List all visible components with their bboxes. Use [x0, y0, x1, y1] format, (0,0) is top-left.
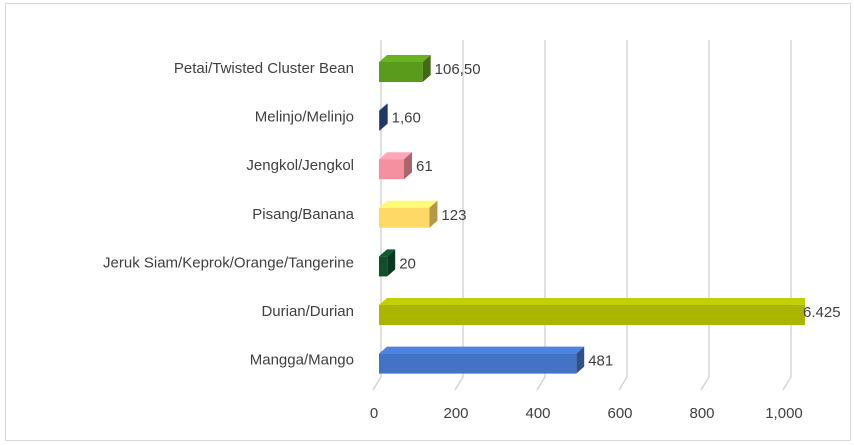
- grid-line: [700, 40, 710, 391]
- bar-top: [379, 103, 388, 111]
- y-tick-label: Pisang/Banana: [252, 206, 354, 223]
- bar: [379, 249, 396, 277]
- grid-line: [372, 40, 382, 391]
- y-tick-label: Mangga/Mango: [250, 352, 354, 369]
- value-label: 123: [441, 207, 466, 224]
- bars: [379, 55, 805, 374]
- bar: [379, 298, 805, 325]
- grid-line: [454, 40, 464, 391]
- bar-top: [379, 298, 805, 305]
- chart-border: [5, 3, 851, 441]
- x-tick-label: 0: [370, 405, 378, 422]
- bar-front: [379, 256, 388, 277]
- bar: [379, 55, 431, 82]
- bar-side: [422, 55, 431, 82]
- grid-line: [536, 40, 546, 391]
- value-label: 20: [399, 255, 416, 272]
- x-tick-label: 200: [443, 405, 468, 422]
- bar: [379, 152, 413, 180]
- y-tick-label: Jeruk Siam/Keprok/Orange/Tangerine: [103, 254, 354, 271]
- bar-top: [379, 346, 585, 354]
- x-tick-label: 600: [607, 405, 632, 422]
- value-label: 1,60: [392, 110, 421, 127]
- bar-front: [379, 159, 405, 180]
- y-tick-label: Durian/Durian: [261, 303, 354, 320]
- grid-line: [618, 40, 628, 391]
- bar: [379, 200, 438, 228]
- bar-top: [379, 152, 413, 160]
- grid: [372, 40, 792, 391]
- value-label: 481: [588, 353, 613, 370]
- x-tick-label: 400: [525, 405, 550, 422]
- y-tick-label: Melinjo/Melinjo: [255, 109, 354, 126]
- bar-side: [379, 103, 388, 131]
- bar-front: [379, 207, 430, 228]
- bar-front: [379, 110, 380, 131]
- bar: [379, 346, 585, 374]
- bar: [379, 103, 388, 131]
- x-tick-label: 1,000: [765, 405, 803, 422]
- bar-top: [379, 249, 396, 257]
- bar-side: [429, 200, 438, 228]
- bar-front: [379, 353, 577, 374]
- bar-top: [379, 200, 438, 208]
- x-tick-label: 800: [689, 405, 714, 422]
- bar-side: [576, 346, 585, 374]
- value-label: 106,50: [435, 61, 481, 78]
- bar-side: [404, 152, 413, 180]
- bar-front: [379, 62, 423, 82]
- grid-line: [782, 40, 792, 391]
- bar-side: [387, 249, 396, 277]
- labels: 0 200 400 600 800 1,000 106,50 Petai/Twisted Cl…: [103, 60, 841, 422]
- y-tick-label: Jengkol/Jengkol: [246, 157, 354, 174]
- bar-front: [379, 305, 805, 325]
- value-label: 61: [416, 158, 433, 175]
- value-label: 6.425: [803, 304, 841, 321]
- y-tick-label: Petai/Twisted Cluster Bean: [174, 60, 354, 77]
- bar-top: [379, 55, 431, 62]
